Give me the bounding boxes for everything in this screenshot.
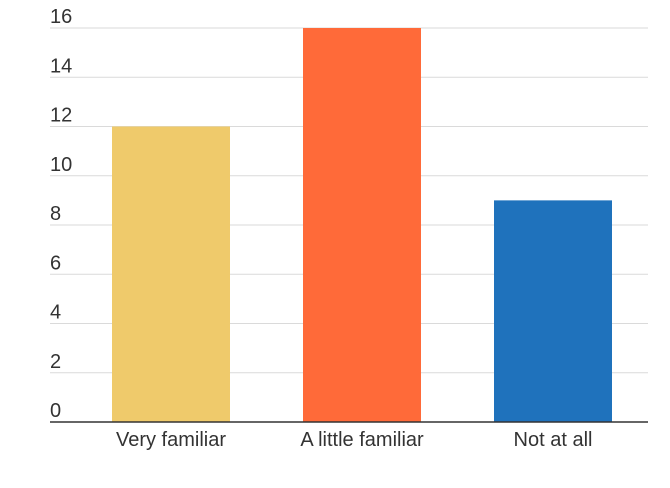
x-category-label: Very familiar (116, 429, 226, 451)
y-tick-label: 6 (50, 252, 61, 274)
x-category-label: Not at all (514, 429, 593, 451)
y-tick-label: 10 (50, 154, 72, 176)
x-axis-category-labels: Very familiar A little familiar Not at all (116, 429, 592, 451)
x-category-label: A little familiar (300, 429, 424, 451)
y-axis-tick-labels: 0 2 4 6 8 10 12 14 16 (50, 6, 72, 422)
bar (112, 126, 230, 422)
bar (494, 200, 612, 422)
bar (303, 28, 421, 422)
y-tick-label: 2 (50, 351, 61, 373)
bars (112, 28, 612, 422)
y-tick-label: 4 (50, 302, 61, 324)
y-tick-label: 14 (50, 55, 72, 77)
y-tick-label: 16 (50, 6, 72, 28)
y-tick-label: 12 (50, 105, 72, 127)
y-tick-label: 8 (50, 203, 61, 225)
y-tick-label: 0 (50, 400, 61, 422)
